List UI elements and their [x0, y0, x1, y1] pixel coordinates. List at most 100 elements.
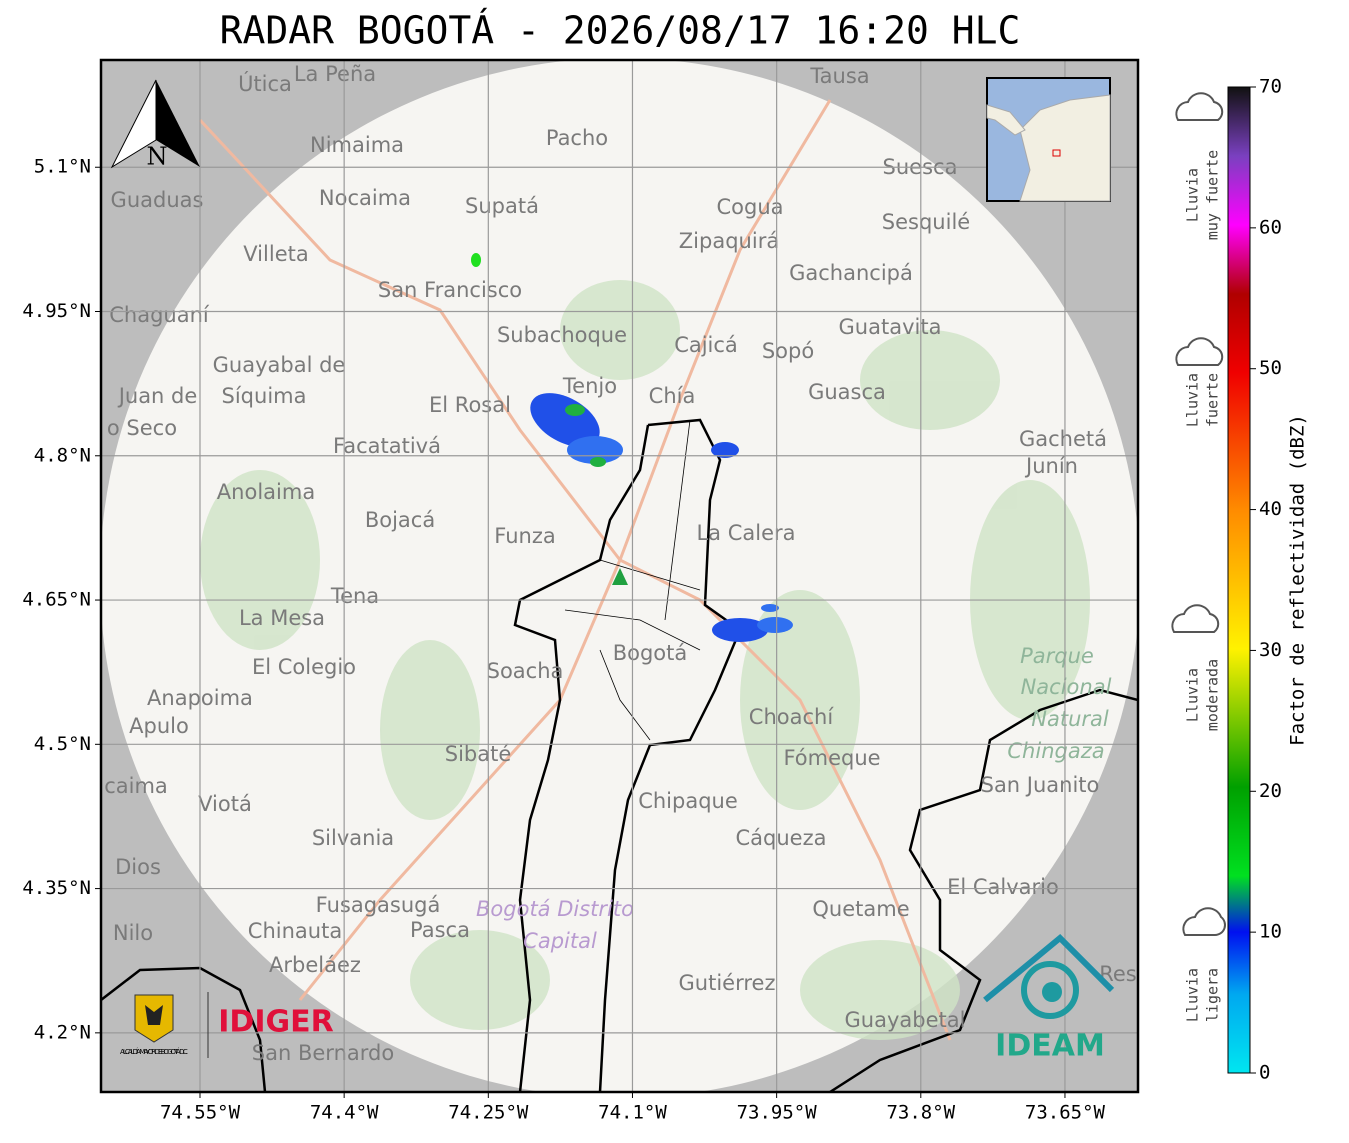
- place-label: El Calvario: [947, 875, 1059, 899]
- x-tick-label: 73.95°W: [737, 1102, 818, 1124]
- place-label: Nimaima: [310, 133, 404, 157]
- x-tick-label: 74.25°W: [448, 1102, 529, 1124]
- colorbar-tick-label: 50: [1259, 357, 1282, 379]
- place-label: Supatá: [465, 194, 539, 218]
- place-label: Villeta: [243, 242, 308, 266]
- place-label: Anolaima: [217, 480, 315, 504]
- place-label: Zipaquirá: [679, 229, 779, 253]
- place-label: Tenjo: [562, 374, 617, 398]
- place-label: Cajicá: [674, 333, 738, 357]
- x-tick-label: 73.8°W: [886, 1102, 955, 1124]
- place-label: San Francisco: [378, 278, 522, 302]
- place-label: Sesquilé: [882, 210, 970, 234]
- place-label: Chingaza: [1007, 739, 1104, 763]
- north-label: N: [147, 143, 168, 171]
- place-label: Subachoque: [497, 323, 627, 347]
- place-label: Chaguaní: [109, 303, 210, 327]
- place-label: Arbeláez: [269, 953, 361, 977]
- place-label: El Colegio: [252, 655, 356, 679]
- place-label: Nocaima: [319, 186, 411, 210]
- place-label: Guaduas: [111, 188, 204, 212]
- place-label: Parque: [1020, 644, 1094, 668]
- place-label: Síquima: [222, 384, 307, 408]
- colorbar-tick-label: 10: [1259, 921, 1282, 943]
- y-tick-label: 4.2°N: [34, 1021, 91, 1043]
- map: Útica La Peña Tausa Pacho Nimaima Guaduas Noca…: [101, 60, 1138, 1092]
- colorbar-tick-label: 20: [1259, 780, 1282, 802]
- place-label: Soacha: [487, 659, 564, 683]
- place-label: San Bernardo: [252, 1041, 394, 1065]
- place-label: La Mesa: [239, 606, 325, 630]
- x-tick-label: 73.65°W: [1025, 1102, 1106, 1124]
- place-label: Nilo: [113, 921, 153, 945]
- colorbar-tick-label: 70: [1259, 76, 1282, 98]
- place-label: Cáqueza: [736, 826, 827, 850]
- colorbar-tick-label: 40: [1259, 498, 1282, 520]
- title: RADAR BOGOTÁ - 2026/08/17 16:20 HLC: [220, 9, 1021, 53]
- place-label: Facatativá: [333, 434, 441, 458]
- place-label: Tausa: [809, 64, 869, 88]
- place-label: Chía: [649, 384, 696, 408]
- place-label: Guayabal de: [213, 353, 346, 377]
- place-label: Gutiérrez: [679, 971, 776, 995]
- place-label: Pasca: [410, 918, 470, 942]
- ideam-text: IDEAM: [995, 1029, 1105, 1064]
- rain-legend-label: fuerte: [1204, 373, 1222, 427]
- rain-legend-label: ligera: [1204, 968, 1222, 1022]
- inset-map: [986, 77, 1111, 202]
- y-tick-label: 4.5°N: [34, 733, 91, 755]
- place-label: Choachí: [749, 705, 835, 729]
- place-label: Sibaté: [445, 742, 512, 766]
- x-tick-label: 74.4°W: [310, 1102, 379, 1124]
- rain-legend-label: Lluvia: [1184, 168, 1202, 222]
- alcaldia-logo: ALCALDÍA MAYOR DE BOGOTÁ D.C.: [120, 992, 209, 1058]
- place-label: Fusagasugá: [316, 893, 441, 917]
- rain-legend-label: moderada: [1204, 659, 1222, 731]
- place-label: Quetame: [812, 897, 909, 921]
- place-label: Funza: [494, 524, 555, 548]
- radar-echoes: [471, 253, 793, 642]
- place-label: Fómeque: [783, 746, 880, 770]
- place-label: Pacho: [546, 126, 608, 150]
- roads: [198, 99, 952, 1041]
- map-frame: [99, 58, 1140, 1094]
- vegetation: [200, 280, 1090, 1040]
- place-label: La Peña: [294, 62, 376, 86]
- place-label: Bogotá Distrito: [476, 897, 634, 921]
- place-label: Viotá: [198, 792, 252, 816]
- north-arrow: N: [110, 79, 200, 171]
- colorbar-tick-label: 0: [1259, 1062, 1270, 1084]
- place-label: Gachetá: [1019, 427, 1107, 451]
- grid: [101, 60, 1138, 1092]
- y-tick-label: 5.1°N: [34, 156, 91, 178]
- place-label: Útica: [238, 71, 292, 96]
- place-label: La Calera: [696, 521, 795, 545]
- place-label: Guasca: [808, 380, 886, 404]
- place-label: El Rosal: [429, 393, 511, 417]
- y-tick-label: 4.95°N: [22, 300, 91, 322]
- place-label: Nacional: [1021, 675, 1112, 699]
- y-tick-label: 4.65°N: [22, 589, 91, 611]
- boundaries: [101, 418, 1138, 1092]
- y-tick-label: 4.8°N: [34, 444, 91, 466]
- rain-legend-label: Lluvia: [1184, 668, 1202, 722]
- place-label: Chinauta: [248, 919, 342, 943]
- place-label: Bogotá: [613, 641, 688, 665]
- y-tick-label: 4.35°N: [22, 877, 91, 899]
- place-label: Natural: [1031, 707, 1109, 731]
- place-labels: Útica La Peña Tausa Pacho Nimaima Guaduas Noca…: [104, 62, 1137, 1065]
- alcaldia-text: ALCALDÍA MAYOR DE BOGOTÁ D.C.: [120, 1047, 188, 1056]
- place-label: Guayabetal: [845, 1008, 966, 1032]
- place-label: Silvania: [312, 826, 394, 850]
- place-label: caima: [104, 774, 168, 798]
- colorbar-tick-label: 60: [1259, 216, 1282, 238]
- place-label: Bojacá: [365, 508, 435, 532]
- rain-legend-label: Lluvia: [1184, 968, 1202, 1022]
- x-tick-label: 74.1°W: [598, 1102, 667, 1124]
- place-label: o Seco: [107, 416, 177, 440]
- place-label: Dios: [115, 855, 161, 879]
- place-label: Juan de: [117, 384, 198, 408]
- place-label: Junín: [1024, 454, 1078, 478]
- ideam-logo: IDEAM: [983, 933, 1115, 1064]
